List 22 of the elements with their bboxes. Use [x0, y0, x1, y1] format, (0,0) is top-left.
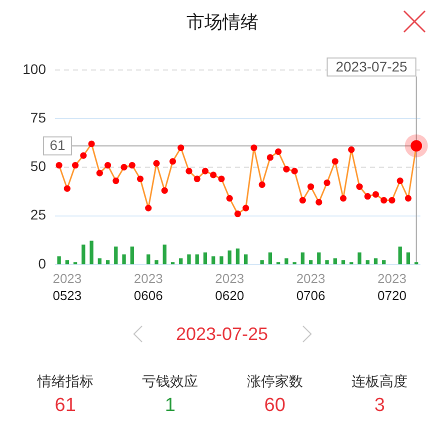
text: 1: [164, 395, 176, 417]
ref-line-label: 61: [50, 137, 66, 154]
y-tick-label: 100: [22, 60, 46, 77]
text: 60: [263, 395, 286, 417]
text: 61: [54, 395, 77, 417]
text: 3: [373, 395, 386, 417]
chart-title: 市场情绪: [186, 12, 260, 34]
text: 2023-07-25: [174, 323, 270, 345]
text: 连板高度: [350, 373, 409, 391]
x-tick-label: 2023 0706: [296, 270, 326, 303]
x-tick-label: 2023 0523: [52, 270, 82, 303]
y-tick-label: 25: [30, 206, 46, 223]
x-tick-label: 2023 0720: [378, 270, 406, 303]
text: 情绪指标: [36, 373, 94, 391]
text: 涨停家数: [246, 373, 304, 391]
y-tick-label: 50: [30, 158, 46, 174]
text: 亏钱效应: [141, 373, 200, 391]
annotation: 2023-07-25: [336, 58, 408, 74]
y-tick-label: 0: [38, 255, 46, 272]
x-tick-label: 2023 0620: [215, 270, 244, 303]
y-tick-label: 75: [30, 109, 46, 126]
x-tick-label: 2023 0606: [134, 270, 163, 303]
